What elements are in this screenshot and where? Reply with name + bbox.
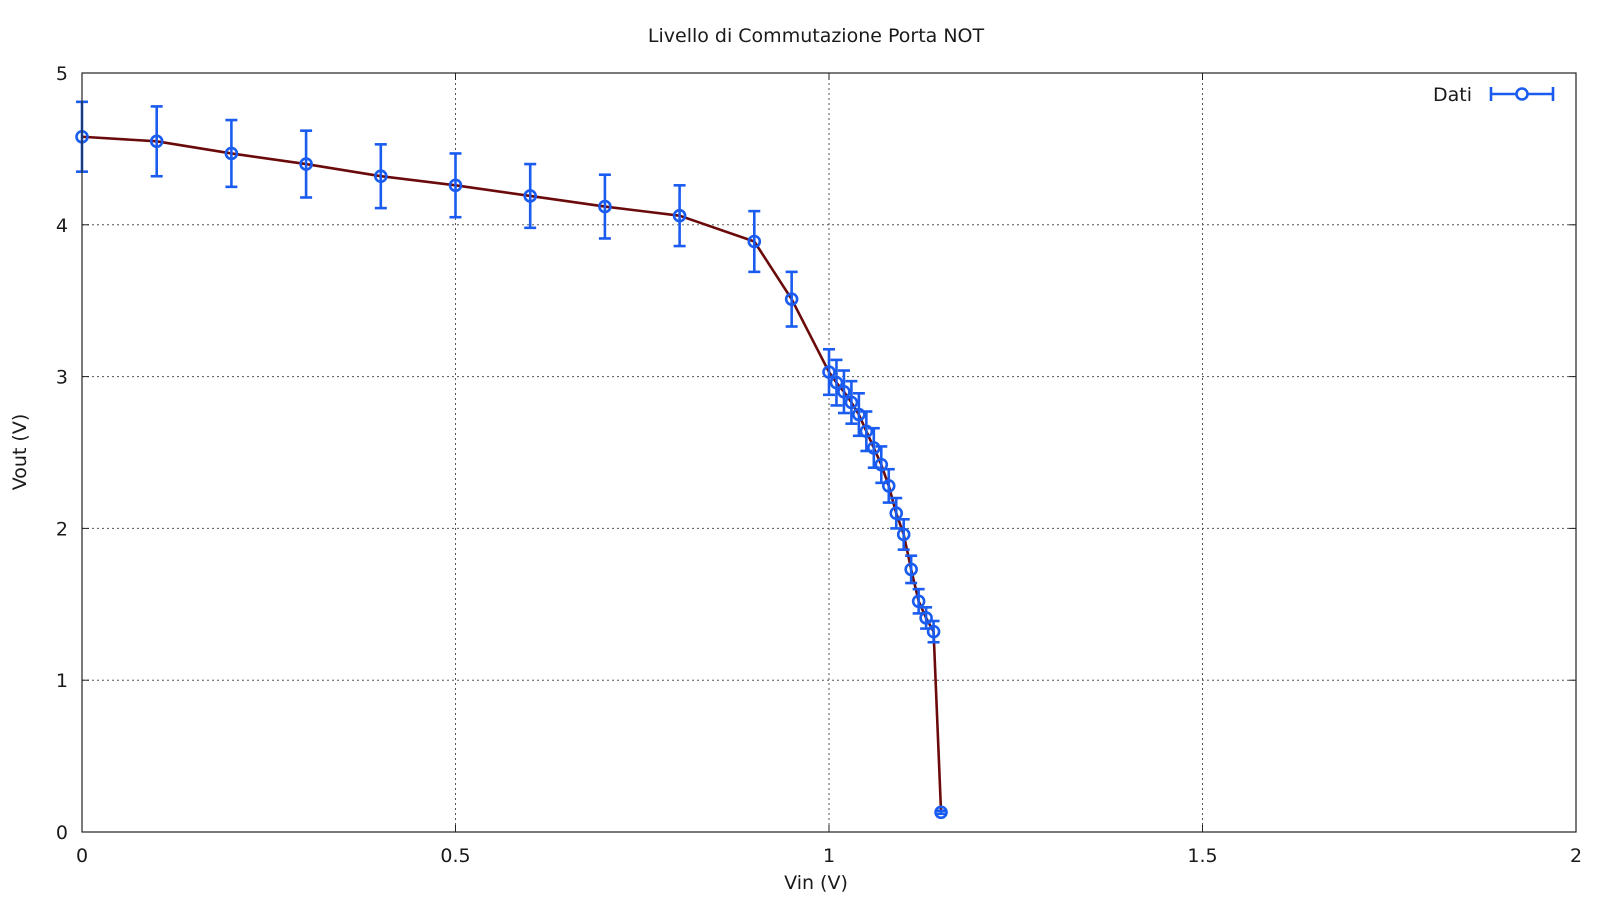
- data-point: [904, 554, 918, 585]
- data-point: [523, 162, 538, 230]
- point-marker: [911, 594, 926, 609]
- legend-symbol-dati: [1489, 87, 1555, 101]
- point-marker: [919, 611, 933, 625]
- x-axis-label: Vin (V): [784, 872, 848, 894]
- y-axis-label: Vout (V): [9, 414, 31, 491]
- point-marker: [904, 562, 918, 577]
- point-marker: [784, 292, 799, 306]
- x-tick-label: 1.5: [1187, 845, 1217, 867]
- point-marker: [852, 407, 866, 422]
- y-tick-label: 3: [56, 367, 68, 389]
- point-marker: [889, 506, 904, 521]
- point-marker: [448, 178, 463, 193]
- series-lines: [81, 135, 943, 813]
- point-marker: [523, 189, 538, 203]
- y-tick-label: 4: [56, 215, 68, 237]
- point-marker: [299, 157, 313, 171]
- data-point: [299, 129, 313, 199]
- y-tick-label: 5: [56, 63, 68, 85]
- point-marker: [844, 395, 859, 410]
- x-tick-label: 1: [823, 845, 835, 867]
- data-point: [784, 270, 799, 328]
- point-marker: [822, 365, 836, 379]
- point-marker: [837, 384, 851, 399]
- data-point: [224, 118, 239, 189]
- x-tick-label: 0: [76, 845, 88, 867]
- chart-title: Livello di Commutazione Porta NOT: [648, 25, 985, 47]
- point-marker: [934, 805, 948, 820]
- point-marker: [874, 457, 889, 472]
- point-marker: [224, 146, 239, 161]
- legend-label-dati: Dati: [1433, 84, 1472, 106]
- data-point: [889, 496, 904, 530]
- data-point: [926, 619, 941, 644]
- axis-ticks: 0 0.5 1 1.5 2 0 1 2 3 4 5: [56, 63, 1582, 867]
- y-tick-label: 0: [56, 822, 68, 844]
- data-point: [149, 105, 164, 178]
- legend: Dati: [1433, 84, 1555, 106]
- data-point: [896, 517, 911, 551]
- point-marker: [926, 624, 941, 639]
- point-marker: [373, 169, 388, 184]
- legend-marker: [1515, 87, 1529, 101]
- point-marker: [867, 441, 881, 455]
- data-point: [844, 379, 859, 425]
- x-tick-label: 0.5: [440, 845, 470, 867]
- point-marker: [859, 424, 874, 439]
- point-marker: [149, 134, 164, 149]
- data-points: [75, 100, 948, 820]
- point-marker: [672, 208, 687, 223]
- plot-frame: [81, 72, 1577, 833]
- data-point: [934, 805, 948, 820]
- data-point: [373, 143, 388, 210]
- data-point: [598, 173, 612, 240]
- data-point: [747, 209, 762, 274]
- series-line: [81, 135, 943, 813]
- y-tick-label: 2: [56, 518, 68, 540]
- data-point: [822, 347, 836, 397]
- point-marker: [829, 375, 844, 390]
- point-marker: [896, 527, 911, 542]
- data-point: [829, 358, 844, 407]
- data-point: [881, 467, 896, 504]
- y-tick-label: 1: [56, 670, 68, 692]
- data-point: [672, 184, 687, 248]
- data-point: [837, 369, 851, 415]
- point-marker: [881, 479, 896, 493]
- point-marker: [598, 199, 612, 214]
- data-point: [448, 152, 463, 219]
- x-tick-label: 2: [1570, 845, 1582, 867]
- point-marker: [747, 234, 762, 249]
